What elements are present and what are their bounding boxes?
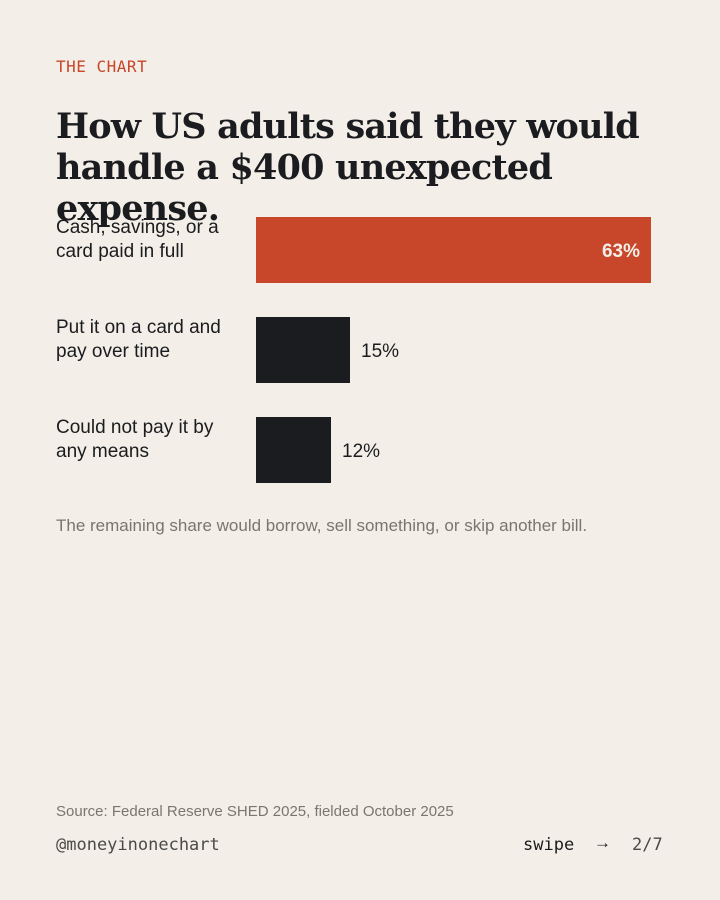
kicker: THE CHART: [56, 57, 148, 76]
account-handle: @moneyinonechart: [56, 835, 220, 855]
chart-note: The remaining share would borrow, sell s…: [56, 516, 588, 535]
swipe-label[interactable]: swipe: [523, 835, 575, 855]
value-label-1: 15%: [361, 341, 399, 362]
value-label-2: 12%: [342, 441, 380, 462]
bar-label-0: Cash, savings, or a card paid in full: [56, 217, 219, 262]
bar-2: [256, 417, 331, 483]
bar-label-2: Could not pay it by any means: [56, 417, 214, 462]
bar-0: [256, 217, 651, 283]
bar-label-1: Put it on a card and pay over time: [56, 317, 221, 362]
bar-1: [256, 317, 350, 383]
value-label-0: 63%: [602, 241, 640, 262]
arrow-right-icon[interactable]: →: [594, 833, 611, 852]
page-indicator: 2/7: [632, 835, 663, 855]
source-note: Source: Federal Reserve SHED 2025, field…: [56, 803, 454, 820]
chart-title: How US adults said they would handle a $…: [56, 106, 640, 229]
